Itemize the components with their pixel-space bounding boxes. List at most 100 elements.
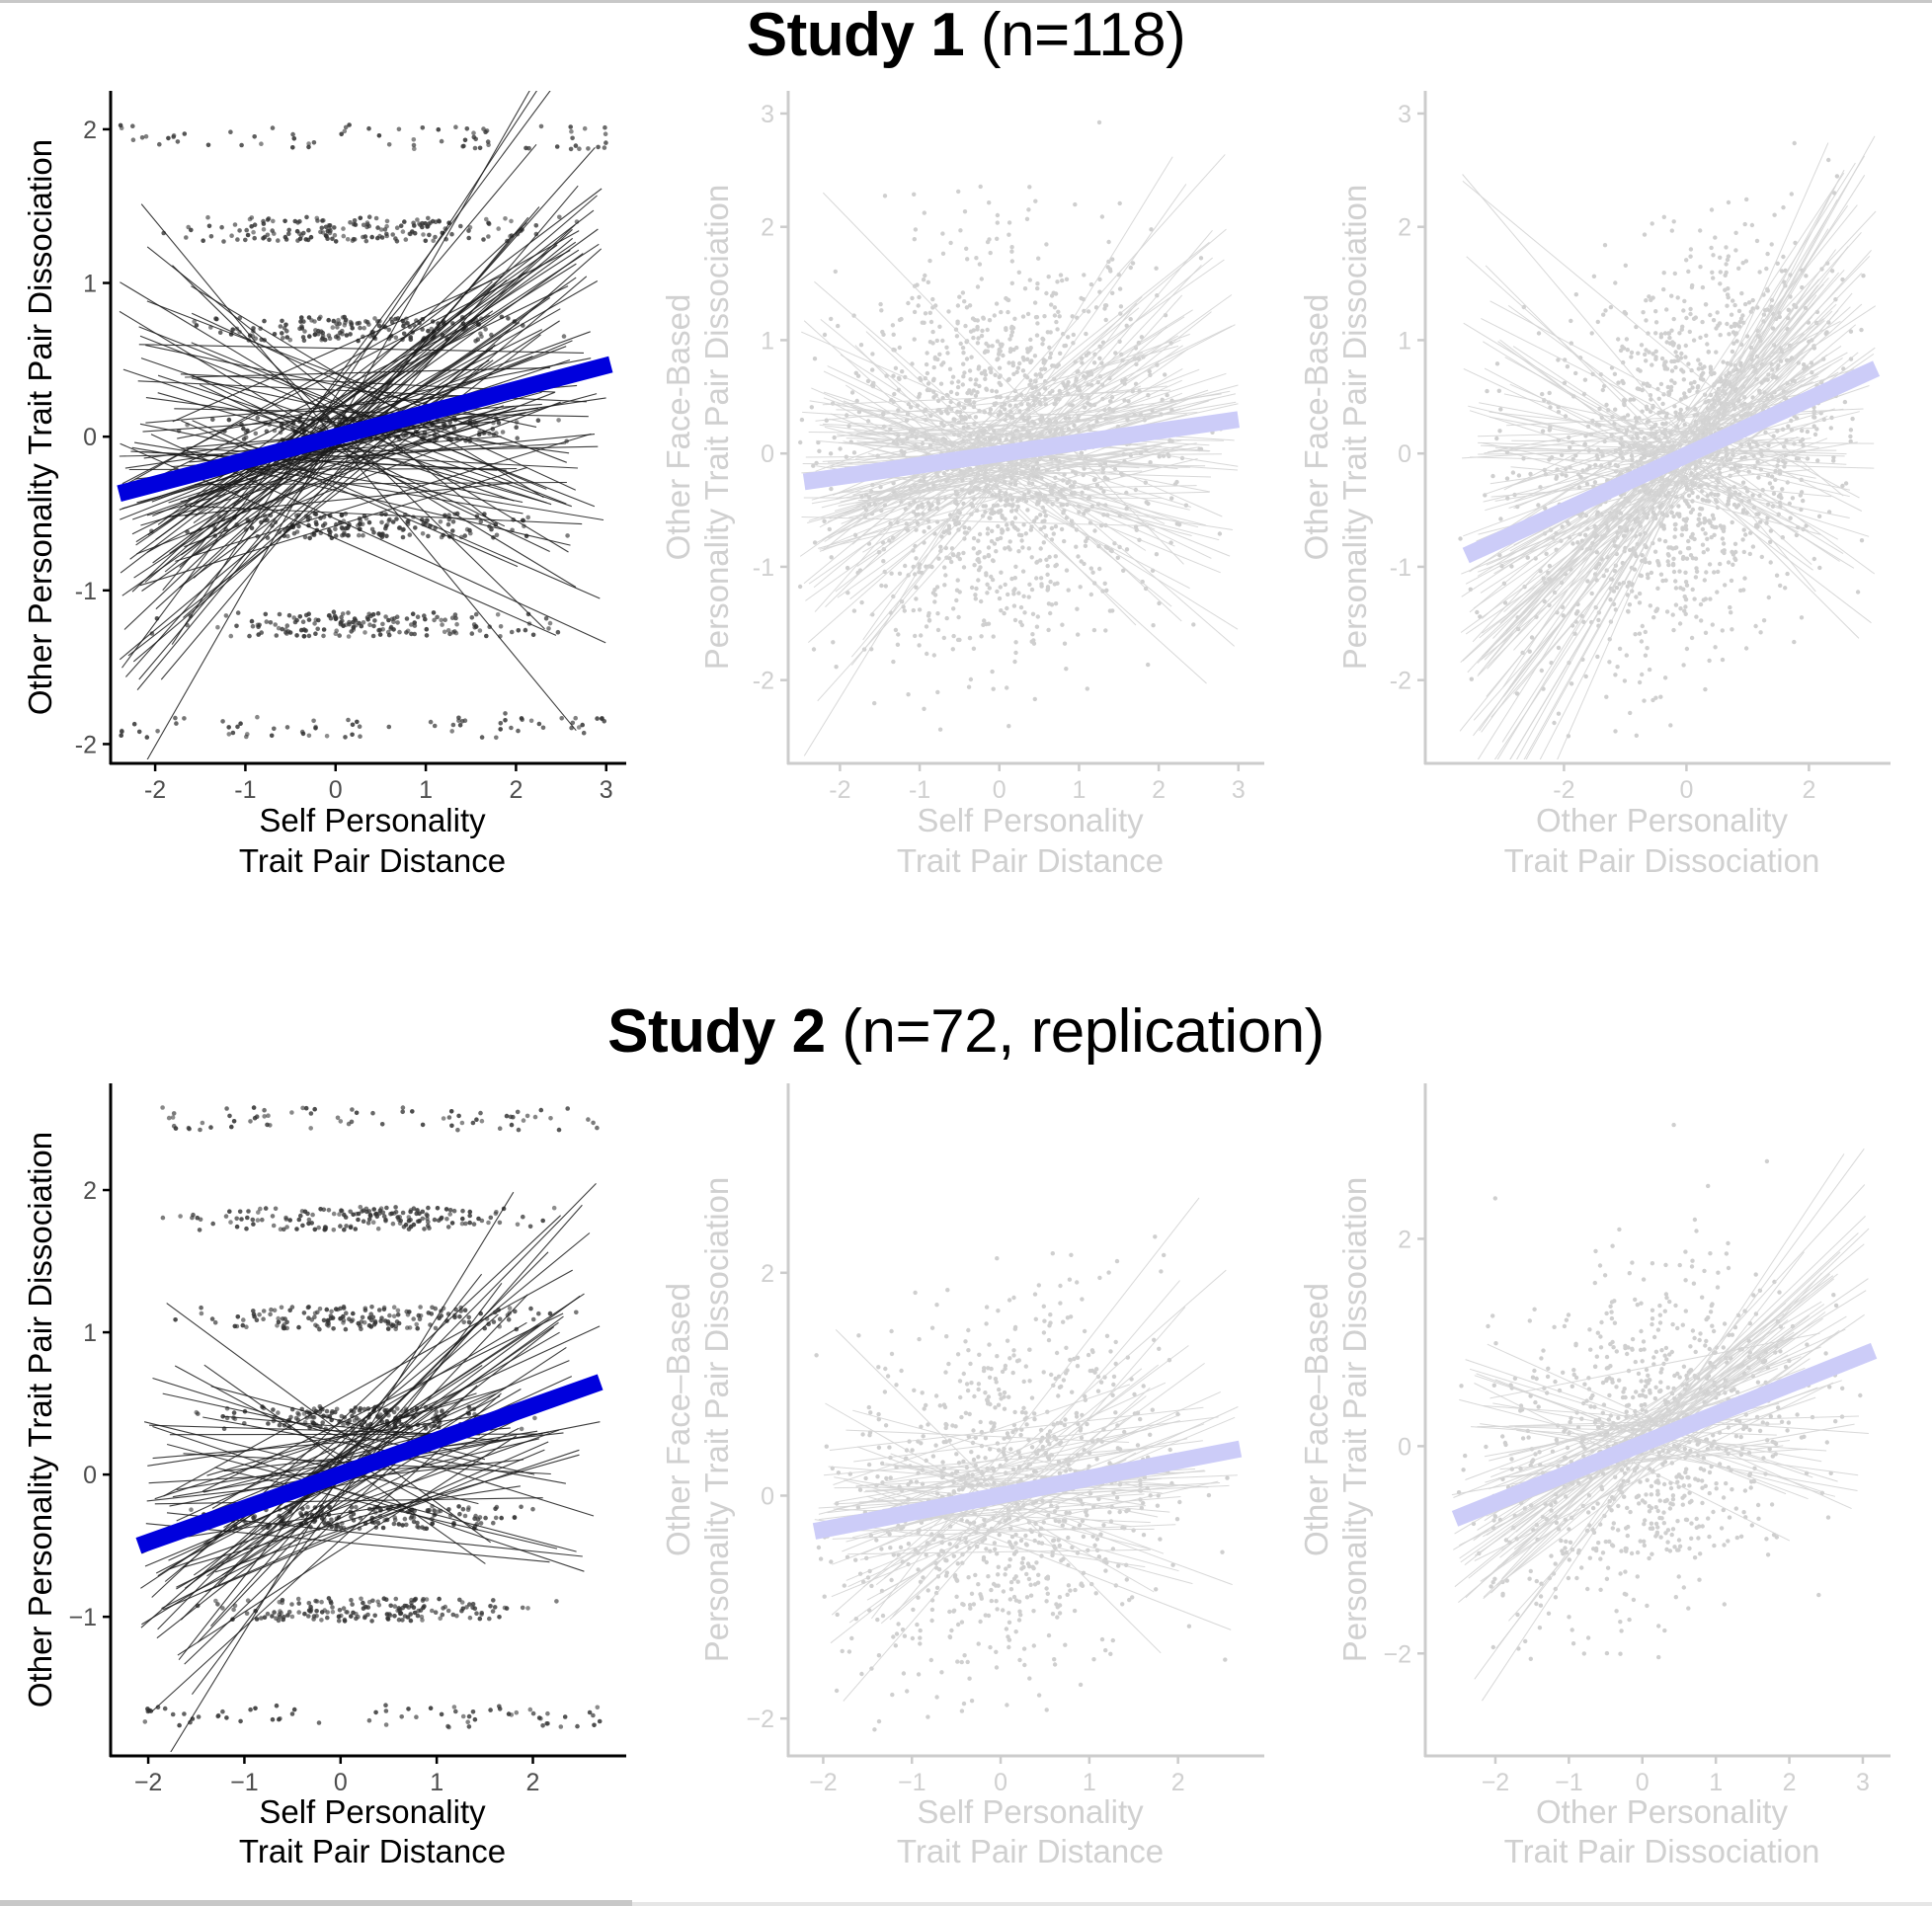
data-point [327,612,332,618]
data-point [1056,309,1061,314]
data-point [845,565,850,571]
data-point [1176,522,1182,527]
data-point [341,1422,346,1428]
data-point [1066,588,1071,593]
data-point [424,1597,430,1602]
data-point [412,623,418,628]
subject-line [1557,142,1829,759]
data-point [157,141,162,147]
data-point [968,676,974,682]
data-point [555,629,561,635]
data-point [362,1614,368,1619]
data-point [987,200,992,205]
data-point [1688,254,1693,259]
data-point [412,146,417,151]
data-point [994,389,1000,394]
data-point [1670,340,1675,345]
data-point [421,232,426,237]
data-point [562,1714,568,1719]
data-point [341,233,347,239]
data-point [297,614,303,619]
data-point [443,1604,448,1610]
data-point [1799,615,1805,620]
data-point [1018,619,1023,625]
data-point [1092,528,1097,533]
data-point [1596,617,1601,623]
x-tick-label: 0 [993,776,1006,804]
subject-line [1489,437,1811,485]
data-point [962,525,967,530]
data-point [1015,365,1021,370]
data-point [1718,281,1723,286]
data-point [1741,320,1746,325]
data-point [1038,513,1043,517]
data-point [1732,302,1737,308]
data-point [1154,552,1160,557]
data-point [1688,247,1694,252]
x-tick-label: -1 [234,776,256,804]
data-point [238,721,243,726]
data-point [968,329,974,334]
data-point [990,344,995,349]
data-point [333,533,339,538]
data-point [604,140,608,145]
data-point [893,627,899,633]
data-point [1670,561,1676,567]
data-point [1705,342,1710,347]
data-point [1829,269,1835,274]
data-point [1542,598,1547,604]
data-point [962,370,967,375]
data-point [1679,351,1684,357]
data-point [1036,256,1041,261]
data-point [942,565,947,570]
data-point [349,1614,354,1619]
data-point [1044,242,1049,247]
data-point [320,230,326,235]
data-point [220,1708,225,1714]
data-point [936,556,941,561]
data-point [1800,428,1805,434]
data-point [311,1415,317,1420]
data-point [851,450,857,455]
data-point [963,323,968,329]
data-point [977,531,983,537]
data-point [1000,527,1005,532]
data-point [960,290,966,295]
data-point [408,1612,414,1617]
data-point [459,719,465,724]
data-point [354,622,359,628]
data-point [390,519,396,524]
data-point [477,1616,483,1622]
data-point [394,516,399,521]
data-point [1768,528,1774,533]
data-point [914,527,919,532]
data-point [1157,454,1162,459]
data-point [1703,531,1708,536]
data-point [1644,298,1649,303]
data-point [1720,628,1726,633]
data-point [1729,578,1734,584]
data-point [1528,471,1533,477]
data-point [569,128,574,134]
data-point [495,612,501,617]
data-point [1627,602,1633,607]
data-point [896,632,901,637]
data-point [276,1618,282,1624]
data-point [1494,436,1499,441]
data-point [289,1711,295,1716]
data-point [144,735,150,740]
data-point [270,228,276,233]
data-point [822,332,828,338]
subject-line [1539,184,1837,759]
data-point [250,623,256,629]
data-point [1011,589,1016,594]
data-point [466,1505,471,1510]
data-point [345,237,351,242]
data-point [1758,519,1763,524]
data-point [1099,214,1105,219]
data-point [1640,672,1645,677]
data-point [1124,547,1130,552]
subject-line [191,342,547,490]
data-point [995,339,1001,344]
subject-line [1478,204,1858,675]
